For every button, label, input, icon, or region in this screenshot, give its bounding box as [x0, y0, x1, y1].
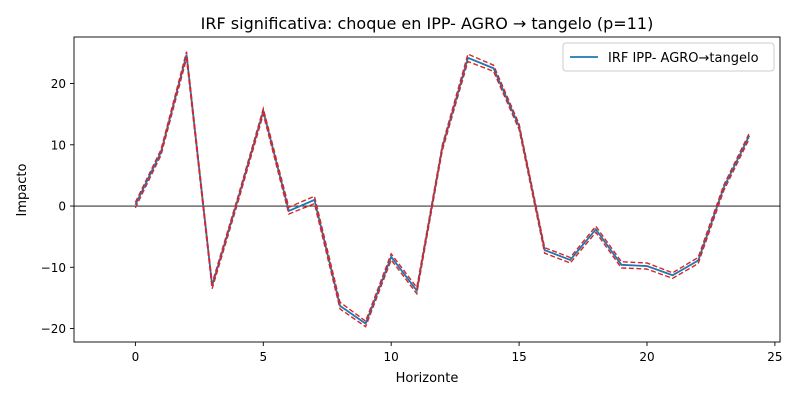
y-axis-ticks: −20 −10 0 10 20 — [41, 77, 74, 336]
y-tick-label: −20 — [41, 322, 66, 336]
plot-area — [74, 37, 780, 342]
band-line-lower — [134, 58, 750, 328]
legend-box — [562, 42, 775, 72]
x-axis-label: Horizonte — [396, 371, 459, 386]
legend: IRF IPP- AGRO→tangelo — [562, 42, 775, 72]
series-line-irf — [134, 54, 751, 326]
x-axis-ticks: 0 5 10 15 20 25 — [132, 342, 783, 364]
chart-title: IRF significativa: choque en IPP- AGRO →… — [201, 14, 654, 33]
y-axis-label: Impacto — [15, 164, 30, 217]
x-tick-label: 10 — [384, 350, 399, 364]
y-tick-label: 10 — [51, 138, 66, 152]
plot-frame — [73, 36, 781, 343]
y-tick-label: −10 — [41, 261, 66, 275]
legend-label: IRF IPP- AGRO→tangelo — [608, 51, 759, 66]
x-tick-label: 20 — [639, 350, 654, 364]
x-tick-label: 25 — [767, 350, 782, 364]
x-tick-label: 5 — [259, 350, 267, 364]
y-tick-label: 0 — [58, 200, 66, 214]
x-tick-label: 0 — [132, 350, 140, 364]
y-tick-label: 20 — [51, 77, 66, 91]
series-layer — [134, 51, 751, 328]
x-tick-label: 15 — [511, 350, 526, 364]
band-line-upper — [134, 51, 750, 323]
